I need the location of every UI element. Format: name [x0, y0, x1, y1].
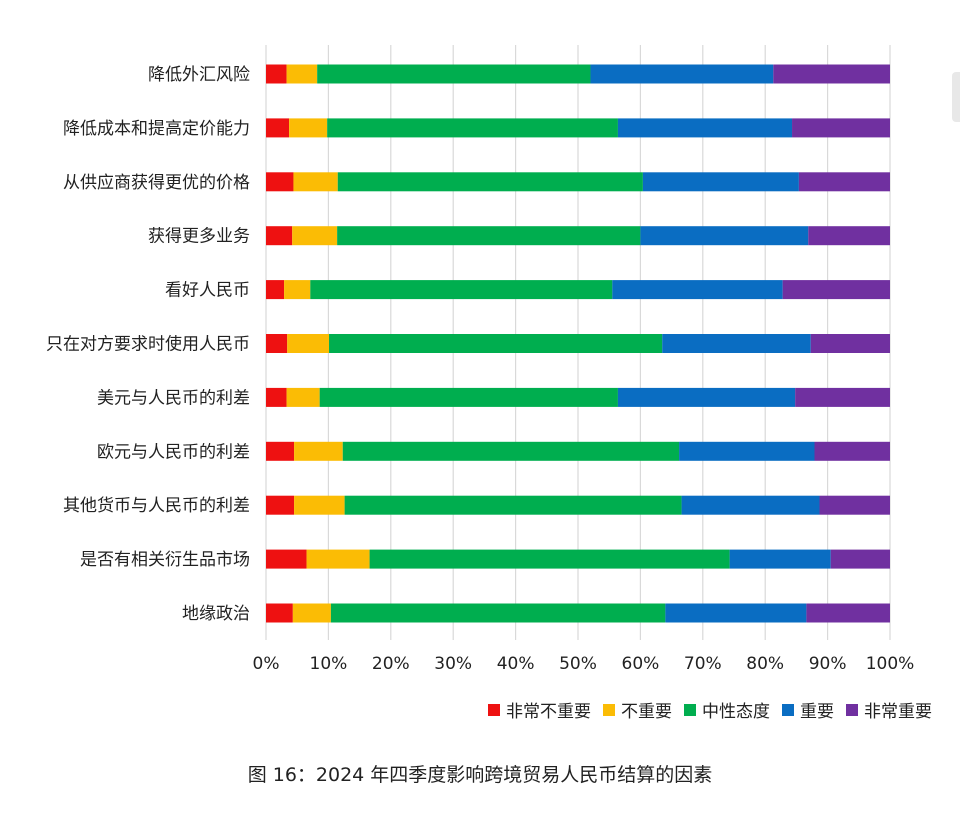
bar-segment — [679, 441, 815, 461]
bar-segment — [369, 549, 730, 569]
bar-segment — [819, 495, 890, 515]
bar-segment — [814, 441, 890, 461]
category-label: 其他货币与人民币的利差 — [63, 496, 250, 516]
x-tick-label: 100% — [866, 654, 915, 674]
stacked-bar-chart: 0% 10% 20% 30% 40% 50% 60% 70% 80% 90% 100% 降低外汇风险降… — [46, 45, 915, 674]
legend-label: 非常重要 — [864, 702, 932, 722]
x-tick-label: 70% — [684, 654, 722, 674]
category-label: 欧元与人民币的利差 — [97, 442, 250, 462]
bar-segment — [293, 172, 338, 192]
bar-segment — [590, 64, 774, 84]
chart-caption: 图 16：2024 年四季度影响跨境贸易人民币结算的因素 — [247, 764, 713, 786]
bar-segment — [782, 280, 890, 300]
side-edge-tab — [952, 72, 960, 122]
bar-segment — [287, 334, 330, 353]
bar-segment — [317, 64, 591, 84]
bar-segment — [795, 387, 890, 407]
x-tick-label: 80% — [746, 654, 784, 674]
bar-segment — [617, 387, 796, 407]
bar-segment — [617, 118, 793, 138]
legend-item: 非常不重要 — [488, 697, 591, 722]
bar-segment — [642, 172, 799, 192]
bar-segment — [830, 549, 890, 569]
legend-item: 非常重要 — [846, 697, 932, 722]
bar-segment — [286, 387, 320, 407]
bar-segment — [729, 549, 831, 569]
bar-segment — [806, 603, 890, 623]
bar-segment — [310, 280, 613, 300]
x-tick-label: 20% — [372, 654, 410, 674]
bar-segment — [292, 603, 331, 623]
bar-segment — [640, 226, 809, 246]
legend-swatch — [782, 703, 794, 716]
bar-segment — [681, 495, 820, 515]
bar-segment — [266, 334, 288, 353]
bar-segment — [342, 441, 680, 461]
bar-segment — [773, 64, 890, 84]
category-label: 降低外汇风险 — [148, 65, 250, 85]
bar-segment — [266, 387, 287, 407]
bar-segment — [337, 226, 641, 246]
bar-segment — [266, 226, 293, 246]
bar-segment — [266, 441, 295, 461]
bar-segment — [266, 280, 285, 300]
bar-segment — [292, 226, 338, 246]
category-label: 美元与人民币的利差 — [97, 388, 250, 408]
category-label: 从供应商获得更优的价格 — [63, 173, 250, 193]
legend-label: 重要 — [800, 702, 834, 722]
legend-label: 不重要 — [621, 702, 672, 722]
bar-segment — [329, 334, 663, 353]
category-label: 只在对方要求时使用人民币 — [46, 334, 250, 355]
category-label: 地缘政治 — [182, 604, 250, 624]
legend-swatch — [684, 703, 696, 716]
bar-segment — [294, 495, 345, 515]
bar-segment — [337, 172, 643, 192]
legend-item: 中性态度 — [684, 697, 770, 722]
bar-segment — [810, 334, 890, 353]
bar-segment — [289, 118, 328, 138]
bar-segment — [330, 603, 666, 623]
x-tick-label: 60% — [622, 654, 660, 674]
bar-segment — [286, 64, 318, 84]
x-tick-label: 0% — [253, 654, 280, 674]
legend: 非常不重要 不重要 中性态度 重要 非常重要 — [488, 697, 932, 722]
bar-segment — [792, 118, 890, 138]
legend-item: 不重要 — [603, 697, 672, 722]
legend-label: 中性态度 — [702, 702, 770, 722]
bar-segment — [266, 118, 290, 138]
bar-segment — [306, 549, 370, 569]
bar-segment — [662, 334, 811, 353]
bar-segment — [319, 387, 618, 407]
category-label: 获得更多业务 — [148, 227, 250, 247]
legend-swatch — [488, 703, 500, 716]
x-tick-label: 50% — [559, 654, 597, 674]
category-label: 看好人民币 — [165, 281, 250, 301]
legend-swatch — [846, 703, 858, 716]
bar-segment — [266, 495, 295, 515]
bar-segment — [294, 441, 343, 461]
legend-label: 非常不重要 — [506, 702, 591, 722]
bar-segment — [266, 64, 287, 84]
bar-segment — [266, 549, 307, 569]
bar-segment — [344, 495, 682, 515]
x-tick-label: 90% — [809, 654, 847, 674]
x-tick-label: 40% — [497, 654, 535, 674]
x-tick-label: 30% — [434, 654, 472, 674]
legend-swatch — [603, 703, 615, 716]
x-tick-label: 10% — [310, 654, 348, 674]
bar-segment — [612, 280, 783, 300]
bar-segment — [798, 172, 890, 192]
bar-segment — [327, 118, 618, 138]
bar-segment — [284, 280, 311, 300]
category-label: 降低成本和提高定价能力 — [63, 119, 250, 139]
category-label: 是否有相关衍生品市场 — [80, 550, 250, 570]
bar-segment — [266, 603, 293, 623]
bar-segment — [808, 226, 890, 246]
bar-segment — [665, 603, 807, 623]
bar-segment — [266, 172, 294, 192]
legend-item: 重要 — [782, 697, 834, 722]
